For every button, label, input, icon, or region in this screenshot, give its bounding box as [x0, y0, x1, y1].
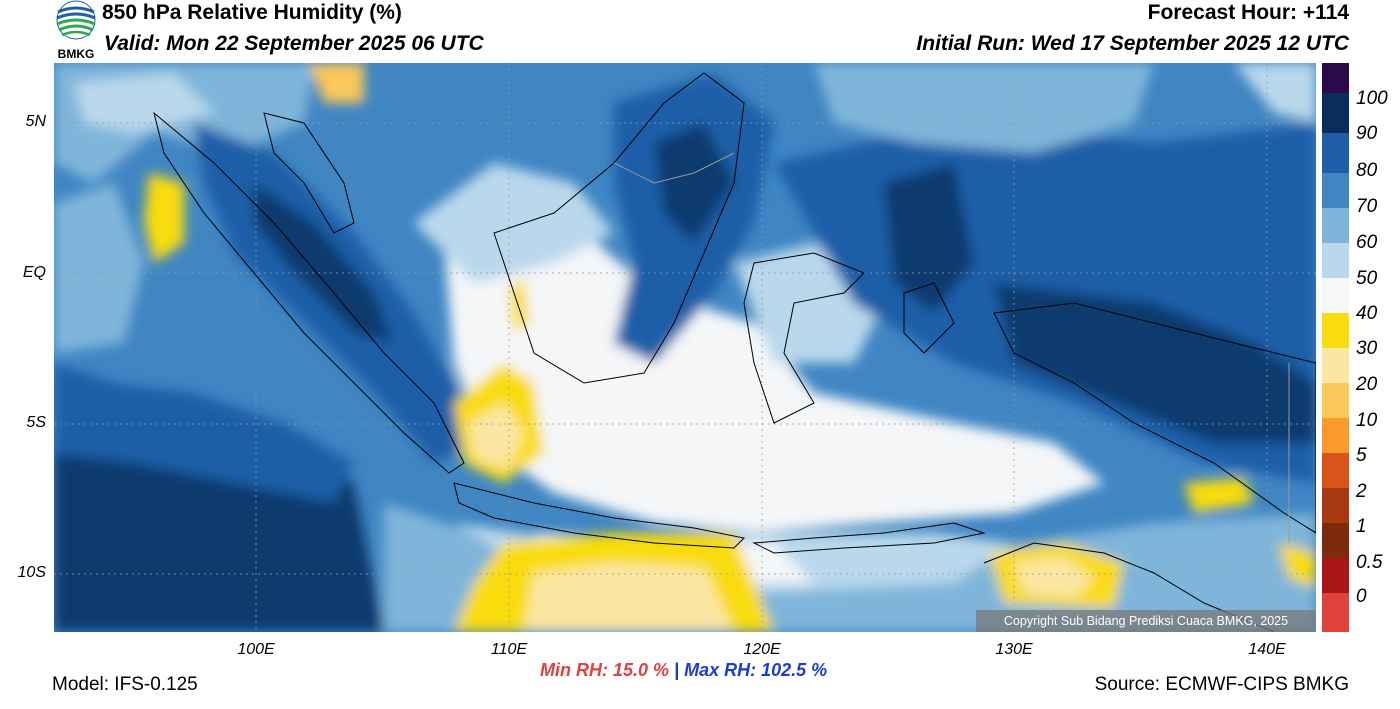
- rh-20-area: [1014, 558, 1094, 598]
- copyright-notice: Copyright Sub Bidang Prediksi Cuaca BMKG…: [976, 610, 1316, 632]
- colorbar-label-60: 60: [1356, 232, 1378, 253]
- lat-label-5s: 5S: [26, 414, 46, 431]
- lat-label-eq: EQ: [22, 264, 46, 281]
- rh-90-area: [254, 183, 394, 343]
- australia-coast: [983, 542, 1275, 633]
- rh-50-area: [1234, 63, 1316, 123]
- colorbar-label-100: 100: [1356, 88, 1388, 109]
- malay-coast: [263, 112, 355, 234]
- lat-label-10s: 10S: [17, 564, 46, 581]
- colorbar-label-0-5: 0.5: [1356, 552, 1383, 573]
- graticule: [54, 63, 1316, 632]
- colorbar-label-70: 70: [1356, 196, 1378, 217]
- lat-label-5n: 5N: [25, 113, 46, 130]
- min-max-rh: Min RH: 15.0 % | Max RH: 102.5 %: [540, 660, 827, 681]
- max-rh: Max RH: 102.5 %: [684, 660, 828, 680]
- logo-text: BMKG: [58, 47, 95, 61]
- java-coast: [453, 482, 746, 549]
- maluku-coast: [903, 282, 955, 354]
- rh-50-area: [414, 163, 614, 283]
- colorbar-label-90: 90: [1356, 123, 1378, 144]
- colorbar-label-2: 2: [1356, 481, 1367, 502]
- colorbar-label-20: 20: [1356, 374, 1378, 395]
- model-label: Model: IFS-0.125: [52, 674, 198, 695]
- rh-90-area: [994, 283, 1316, 443]
- sumatra-coast: [153, 111, 465, 474]
- rh-40-area: [444, 223, 1104, 533]
- source-label: Source: ECMWF-CIPS BMKG: [1094, 674, 1349, 695]
- bmkg-logo: BMKG: [52, 0, 100, 62]
- valid-time: Valid: Mon 22 September 2025 06 UTC: [104, 32, 484, 55]
- lon-label-120e: 120E: [743, 641, 781, 658]
- rh-90-area: [884, 163, 974, 313]
- colorbar-label-30: 30: [1356, 338, 1378, 359]
- rh-60-area: [814, 63, 1154, 153]
- colorbar-label-80: 80: [1356, 160, 1378, 181]
- coastlines: [153, 72, 1317, 633]
- sulawesi-coast: [743, 252, 865, 424]
- colorbar-label-10: 10: [1356, 410, 1378, 431]
- rh-20-area: [309, 63, 364, 103]
- colorbar-label-5: 5: [1356, 445, 1367, 466]
- new-guinea-coast: [993, 302, 1317, 534]
- rh-50-area: [74, 73, 214, 133]
- rh-20-area: [469, 403, 524, 468]
- rh-30-area: [1184, 478, 1254, 513]
- rh-20-area: [524, 563, 734, 632]
- rh-30-area: [144, 173, 184, 263]
- min-rh: Min RH: 15.0 %: [540, 660, 670, 680]
- map-title: 850 hPa Relative Humidity (%): [102, 1, 402, 24]
- colorbar-label-1: 1: [1356, 516, 1367, 537]
- rh-70-area: [54, 183, 144, 353]
- rh-90-area: [654, 123, 734, 243]
- colorbar-label-0: 0: [1356, 586, 1367, 607]
- rh-90-area: [54, 363, 354, 503]
- forecast-hour: Forecast Hour: +114: [1147, 1, 1349, 24]
- lon-label-140e: 140E: [1248, 641, 1286, 658]
- lesser-sunda-coast: [752, 522, 986, 554]
- lon-label-130e: 130E: [995, 641, 1033, 658]
- lon-label-100e: 100E: [237, 641, 275, 658]
- rh-30-area: [1279, 543, 1316, 588]
- lon-label-110e: 110E: [490, 641, 528, 658]
- humidity-map: [54, 63, 1317, 633]
- rh-separator: |: [674, 660, 680, 680]
- colorbar-label-40: 40: [1356, 303, 1378, 324]
- colorbar: [1322, 63, 1349, 632]
- initial-run: Initial Run: Wed 17 September 2025 12 UT…: [916, 32, 1349, 55]
- colorbar-label-50: 50: [1356, 268, 1378, 289]
- national-borders: [613, 152, 1290, 543]
- borneo-coast: [493, 72, 745, 384]
